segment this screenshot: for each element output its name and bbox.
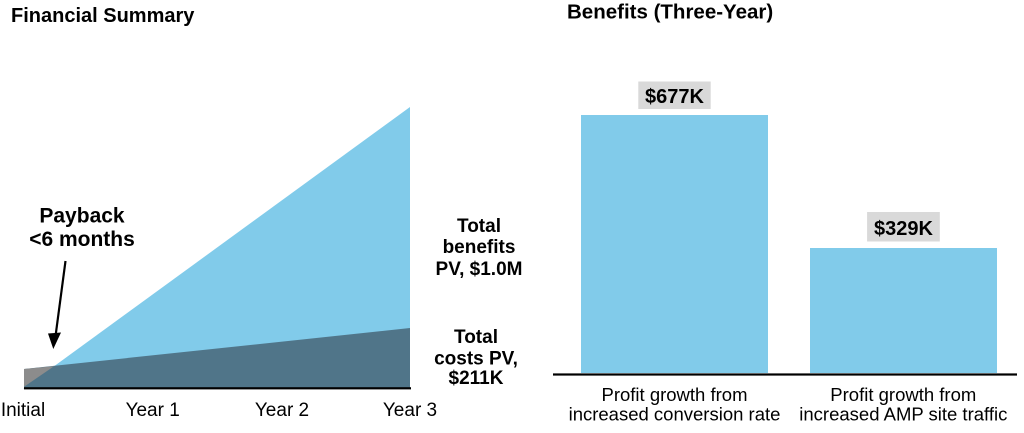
- svg-text:Profit growth from: Profit growth from: [830, 384, 976, 405]
- svg-text:$677K: $677K: [645, 86, 704, 108]
- svg-text:increased conversion rate: increased conversion rate: [569, 404, 781, 425]
- svg-text:Payback: Payback: [39, 205, 125, 228]
- svg-text:Total: Total: [457, 216, 501, 237]
- svg-text:PV, $1.0M: PV, $1.0M: [436, 259, 523, 280]
- svg-text:$211K: $211K: [449, 368, 504, 389]
- svg-text:Initial: Initial: [1, 400, 45, 421]
- svg-text:$329K: $329K: [874, 218, 933, 240]
- svg-text:Total: Total: [454, 327, 498, 348]
- svg-text:Profit growth from: Profit growth from: [602, 384, 748, 405]
- svg-text:Year 1: Year 1: [126, 400, 180, 421]
- svg-text:<6 months: <6 months: [29, 228, 135, 251]
- svg-text:Year 2: Year 2: [255, 400, 309, 421]
- svg-text:benefits: benefits: [443, 237, 516, 258]
- svg-text:Financial Summary: Financial Summary: [11, 5, 195, 27]
- svg-text:costs PV,: costs PV,: [434, 349, 518, 370]
- svg-text:Year 3: Year 3: [383, 400, 437, 421]
- svg-text:increased AMP site traffic: increased AMP site traffic: [799, 404, 1007, 425]
- svg-text:Benefits (Three-Year): Benefits (Three-Year): [567, 1, 773, 24]
